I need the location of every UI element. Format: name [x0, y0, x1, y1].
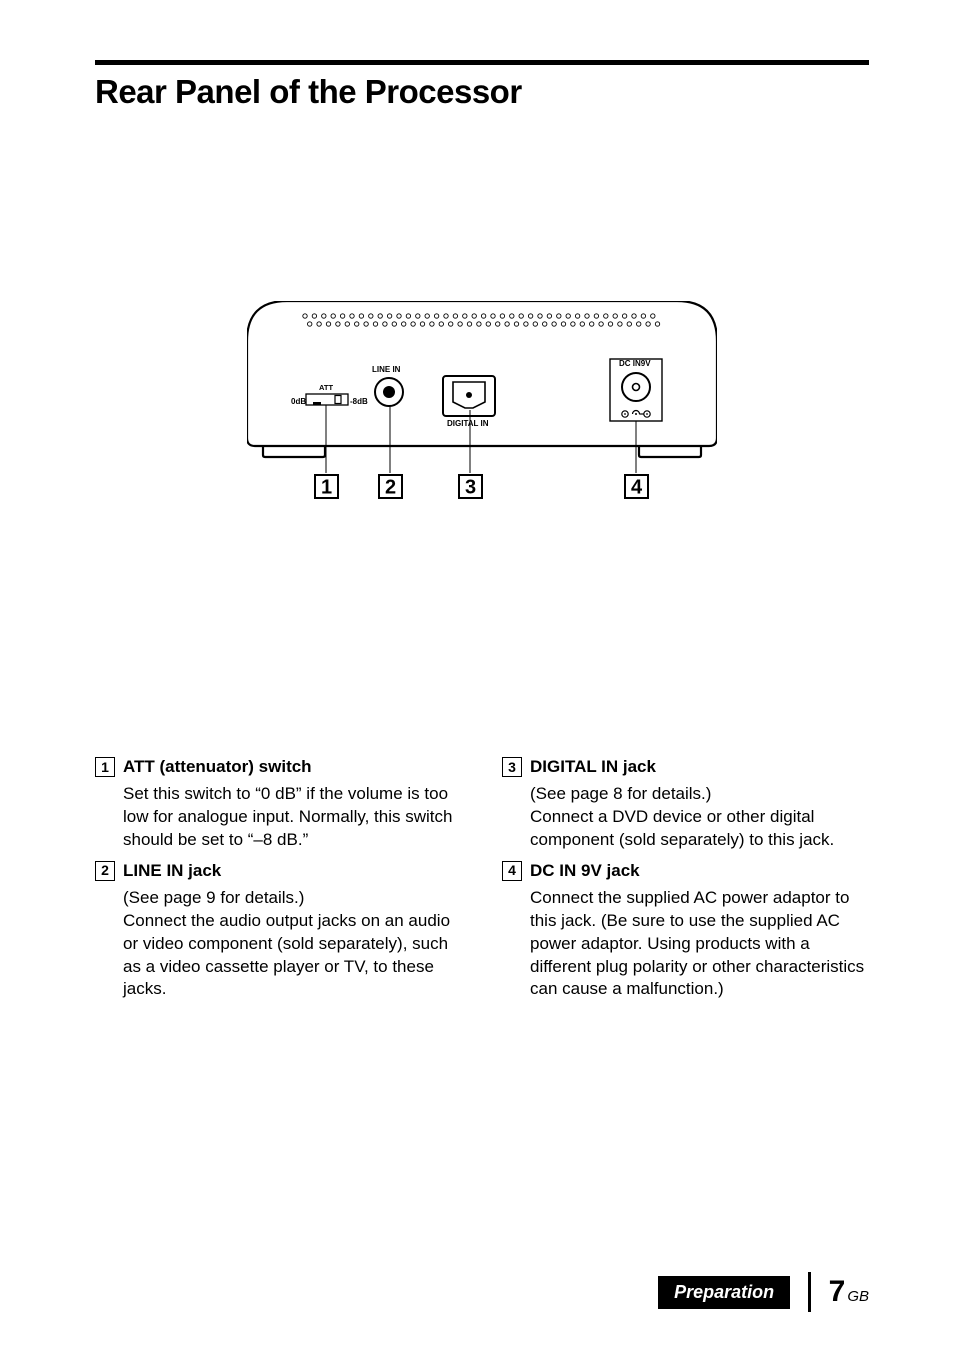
- svg-text:4: 4: [631, 477, 643, 499]
- svg-text:1: 1: [321, 477, 332, 499]
- desc-item-body: (See page 9 for details.)Connect the aud…: [123, 887, 462, 1002]
- page-number: 7 GB: [829, 1275, 869, 1309]
- svg-text:2: 2: [385, 477, 396, 499]
- desc-item-title: DIGITAL IN jack: [530, 756, 656, 779]
- left-column: 1 ATT (attenuator) switch Set this switch …: [95, 756, 462, 1009]
- desc-item-head: 4 DC IN 9V jack: [502, 860, 869, 883]
- desc-item-body: (See page 8 for details.)Connect a DVD d…: [530, 783, 869, 852]
- footer: Preparation 7 GB: [658, 1272, 869, 1312]
- section-tag: Preparation: [658, 1276, 790, 1309]
- boxed-number-icon: 4: [502, 861, 522, 881]
- desc-item-body: Set this switch to “0 dB” if the volume …: [123, 783, 462, 852]
- desc-item-title: LINE IN jack: [123, 860, 221, 883]
- desc-item-body: Connect the supplied AC power adaptor to…: [530, 887, 869, 1002]
- boxed-number-icon: 2: [95, 861, 115, 881]
- footer-divider: [808, 1272, 811, 1312]
- svg-text:ATT: ATT: [319, 383, 333, 392]
- desc-item-title: ATT (attenuator) switch: [123, 756, 312, 779]
- svg-text:3: 3: [465, 477, 476, 499]
- desc-item-head: 1 ATT (attenuator) switch: [95, 756, 462, 779]
- page-title: Rear Panel of the Processor: [95, 73, 869, 111]
- desc-item-head: 3 DIGITAL IN jack: [502, 756, 869, 779]
- boxed-number-icon: 3: [502, 757, 522, 777]
- right-column: 3 DIGITAL IN jack (See page 8 for details.…: [502, 756, 869, 1009]
- svg-text:DIGITAL IN: DIGITAL IN: [447, 419, 489, 428]
- svg-text:DC IN9V: DC IN9V: [619, 359, 651, 368]
- desc-item-title: DC IN 9V jack: [530, 860, 640, 883]
- page-lang: GB: [847, 1288, 869, 1305]
- rear-panel-diagram: LINE IN ATT 0dB -8dB DIGITAL IN DC IN9V 1 2 3 4: [95, 301, 869, 526]
- svg-text:LINE IN: LINE IN: [372, 365, 401, 374]
- boxed-number-icon: 1: [95, 757, 115, 777]
- desc-item-head: 2 LINE IN jack: [95, 860, 462, 883]
- svg-text:0dB: 0dB: [291, 397, 306, 406]
- page-num-value: 7: [829, 1275, 846, 1309]
- svg-text:-8dB: -8dB: [350, 397, 368, 406]
- top-rule: [95, 60, 869, 65]
